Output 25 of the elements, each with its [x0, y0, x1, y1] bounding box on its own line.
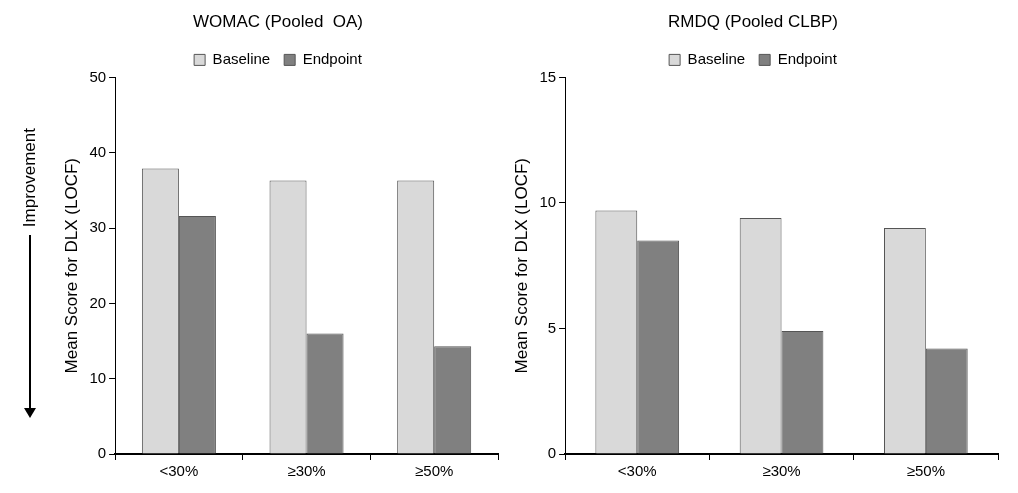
y-tick-label: 0: [97, 444, 107, 462]
x-tick-label: ≥50%: [906, 462, 945, 480]
text: Improvement: [20, 128, 40, 228]
y-tick-label: 15: [539, 67, 557, 85]
y-tick-label: 0: [547, 444, 557, 462]
x-tick-label: ≥30%: [762, 462, 801, 480]
legend-label: Endpoint: [777, 50, 838, 68]
x-tick-label: <30%: [159, 462, 199, 480]
y-tick-label: 20: [89, 293, 107, 311]
chart-title: RMDQ (Pooled CLBP): [667, 11, 839, 31]
y-axis-title: Mean Score for DLX (LOCF): [61, 158, 81, 374]
y-tick-label: 40: [89, 142, 107, 160]
y-tick-label: 5: [547, 318, 557, 336]
chart-title: WOMAC (Pooled OA): [192, 11, 364, 31]
x-tick-label: ≥30%: [287, 462, 326, 480]
y-axis-title: Mean Score for DLX (LOCF): [511, 158, 531, 374]
legend-label: Baseline: [687, 50, 746, 68]
y-tick-label: 50: [89, 67, 107, 85]
legend-label: Baseline: [212, 50, 271, 68]
x-tick-label: <30%: [617, 462, 657, 480]
y-tick-label: 10: [89, 368, 107, 386]
y-tick-label: 30: [89, 218, 107, 236]
legend-label: Endpoint: [302, 50, 363, 68]
x-tick-label: ≥50%: [415, 462, 454, 480]
y-tick-label: 10: [539, 193, 557, 211]
